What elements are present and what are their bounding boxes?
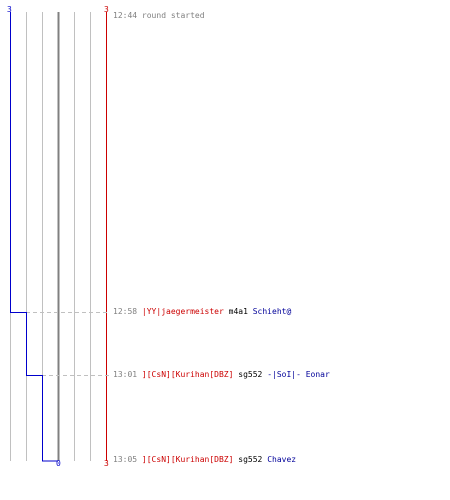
grid-lines (10, 12, 91, 461)
event-time: 12:44 (113, 11, 138, 20)
event-connectors (26, 312, 110, 376)
event-killer: |YY|jaegermeister (141, 307, 224, 316)
event-killer: ][CsN][Kurihan[DBZ] (141, 370, 234, 379)
event-victim: Schieht@ (252, 307, 292, 316)
event-kill: 13:05 ][CsN][Kurihan[DBZ] sg552 Chavez (113, 455, 296, 465)
red-end-count: 3 (104, 459, 109, 468)
event-victim: -|SoI|- Eonar (267, 370, 330, 379)
blue-team-line (10, 12, 58, 462)
event-time: 13:01 (113, 370, 138, 379)
event-victim: Chavez (267, 455, 297, 464)
event-text: round started (141, 11, 205, 20)
blue-start-count: 3 (7, 5, 12, 14)
blue-end-count: 0 (56, 459, 61, 468)
event-killer: ][CsN][Kurihan[DBZ] (141, 455, 234, 464)
red-start-count: 3 (104, 5, 109, 14)
event-kill: 12:58 |YY|jaegermeister m4a1 Schieht@ (113, 307, 291, 317)
event-weapon: sg552 (238, 455, 263, 464)
event-kill: 13:01 ][CsN][Kurihan[DBZ] sg552 -|SoI|- … (113, 370, 330, 380)
event-time: 13:05 (113, 455, 138, 464)
event-round-start: 12:44 round started (113, 11, 205, 21)
event-time: 12:58 (113, 307, 138, 316)
event-weapon: sg552 (238, 370, 263, 379)
event-weapon: m4a1 (228, 307, 248, 316)
